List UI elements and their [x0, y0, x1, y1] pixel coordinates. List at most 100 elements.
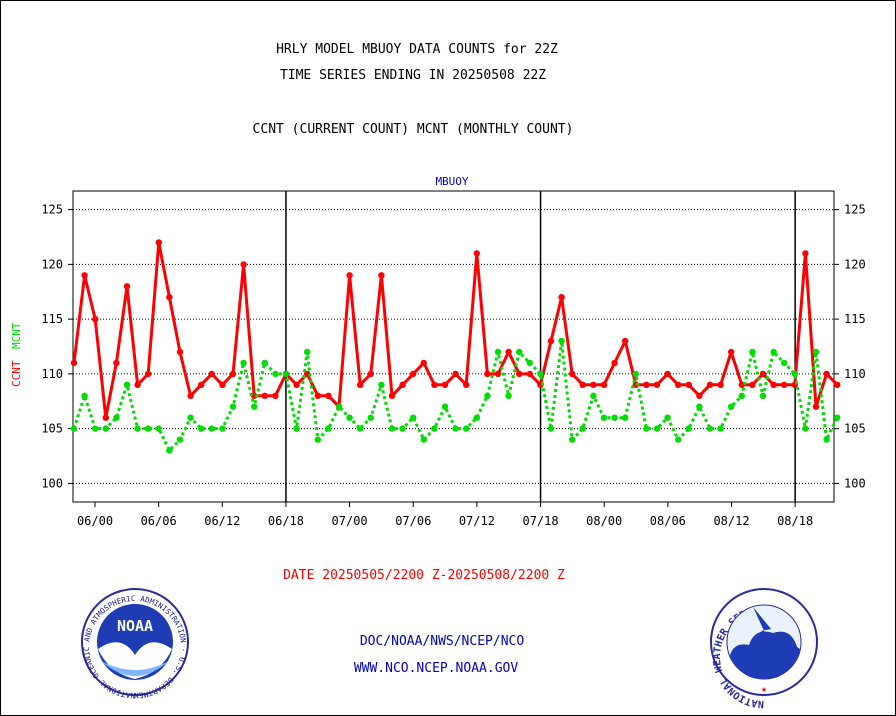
y-tick-label-right: 100 [844, 476, 866, 490]
data-point-ccnt [547, 337, 555, 345]
day-dividers [285, 191, 796, 502]
data-point-ccnt [70, 359, 78, 367]
data-point-ccnt [558, 294, 565, 301]
data-point-ccnt [728, 348, 735, 356]
data-point-mcnt [473, 414, 480, 421]
data-point-mcnt [452, 425, 459, 432]
y-tick-label-right: 125 [844, 203, 866, 217]
data-point-mcnt [357, 425, 364, 432]
data-point-ccnt [155, 239, 162, 246]
data-point-ccnt [198, 381, 205, 388]
nws-logo-cloud [729, 631, 801, 665]
data-point-mcnt [219, 425, 226, 432]
data-point-mcnt [590, 392, 597, 399]
x-tick-label: 07/00 [332, 514, 368, 528]
y-tick-label-right: 105 [844, 422, 866, 436]
plot-border [72, 190, 835, 503]
data-point-mcnt [166, 447, 173, 454]
data-point-ccnt [590, 381, 597, 388]
data-point-mcnt [240, 359, 247, 367]
website-link[interactable]: WWW.NCO.NCEP.NOAA.GOV [354, 661, 519, 676]
chart-title-line2: TIME SERIES ENDING IN 20250508 22Z [280, 68, 546, 83]
data-point-mcnt [410, 414, 417, 421]
series-mcnt [70, 337, 841, 454]
data-point-mcnt [664, 414, 671, 421]
plot-label: MBUOY [435, 175, 468, 188]
data-point-ccnt [685, 381, 692, 388]
data-point-mcnt [431, 425, 438, 432]
data-point-mcnt [494, 348, 502, 356]
x-tick-label: 06/00 [77, 514, 113, 528]
x-tick-label: 06/12 [204, 514, 240, 528]
grid-lines [68, 209, 839, 484]
data-point-ccnt [123, 283, 131, 290]
data-point-ccnt [653, 381, 661, 388]
y-tick-label-right: 120 [844, 257, 866, 271]
y-tick-label-left: 105 [41, 422, 63, 436]
data-point-mcnt [176, 436, 184, 443]
y-tick-label-left: 110 [41, 367, 63, 381]
data-point-ccnt [759, 370, 767, 378]
data-point-ccnt [569, 370, 576, 378]
data-point-mcnt [282, 370, 290, 378]
plot-area: 100 105 110 115 120 125 100 105 110 115 120 125 06… [41, 190, 866, 528]
data-point-ccnt [113, 359, 120, 367]
data-point-ccnt [367, 370, 374, 378]
data-point-mcnt [335, 403, 343, 410]
data-point-ccnt [81, 272, 88, 279]
data-point-mcnt [325, 425, 332, 432]
data-point-ccnt [600, 381, 608, 388]
data-point-ccnt [696, 392, 703, 399]
x-tick-label: 06/06 [141, 514, 177, 528]
data-point-mcnt [834, 414, 841, 421]
data-point-ccnt [834, 381, 841, 388]
data-point-mcnt [314, 436, 321, 443]
data-point-mcnt [696, 403, 703, 410]
data-point-mcnt [272, 370, 279, 378]
data-point-mcnt [823, 436, 830, 443]
y-axis-label-mcnt: MCNT [10, 322, 23, 349]
agency-path-link[interactable]: DOC/NOAA/NWS/NCEP/NCO [360, 634, 525, 649]
data-point-mcnt [208, 425, 215, 432]
data-point-ccnt [494, 370, 502, 378]
data-point-ccnt [749, 381, 756, 388]
data-point-ccnt [378, 272, 385, 279]
data-point-mcnt [441, 403, 449, 410]
data-point-ccnt [802, 250, 809, 257]
data-point-ccnt [431, 381, 438, 388]
data-point-mcnt [812, 348, 820, 356]
data-point-ccnt [812, 403, 820, 410]
data-point-mcnt [81, 392, 88, 399]
data-point-mcnt [123, 381, 131, 388]
data-point-mcnt [600, 414, 608, 421]
data-point-mcnt [388, 425, 396, 432]
series-ccnt [70, 239, 841, 421]
data-point-mcnt [399, 425, 406, 432]
data-point-mcnt [653, 425, 661, 432]
data-point-mcnt [685, 425, 692, 432]
data-point-mcnt [569, 436, 576, 443]
data-point-ccnt [643, 381, 650, 388]
data-point-mcnt [622, 414, 629, 421]
data-point-mcnt [261, 359, 268, 367]
y-tick-label-right: 110 [844, 367, 866, 381]
data-point-mcnt [537, 370, 544, 378]
data-point-ccnt [229, 370, 237, 378]
data-point-ccnt [717, 381, 724, 388]
star-icon: ★ [761, 684, 767, 695]
data-point-ccnt [410, 370, 417, 378]
data-point-mcnt [134, 425, 141, 432]
data-point-mcnt [304, 348, 311, 356]
noaa-logo-bottom-arc [101, 661, 169, 676]
y-tick-label-left: 115 [41, 312, 63, 326]
data-point-mcnt [378, 381, 385, 388]
data-point-mcnt [102, 425, 110, 432]
y-tick-label-left: 120 [41, 257, 63, 271]
data-point-ccnt [134, 381, 141, 388]
data-point-mcnt [802, 425, 809, 432]
y-tick-labels-left: 100 105 110 115 120 125 [41, 203, 63, 491]
data-point-ccnt [219, 381, 226, 388]
data-point-ccnt [357, 381, 364, 388]
